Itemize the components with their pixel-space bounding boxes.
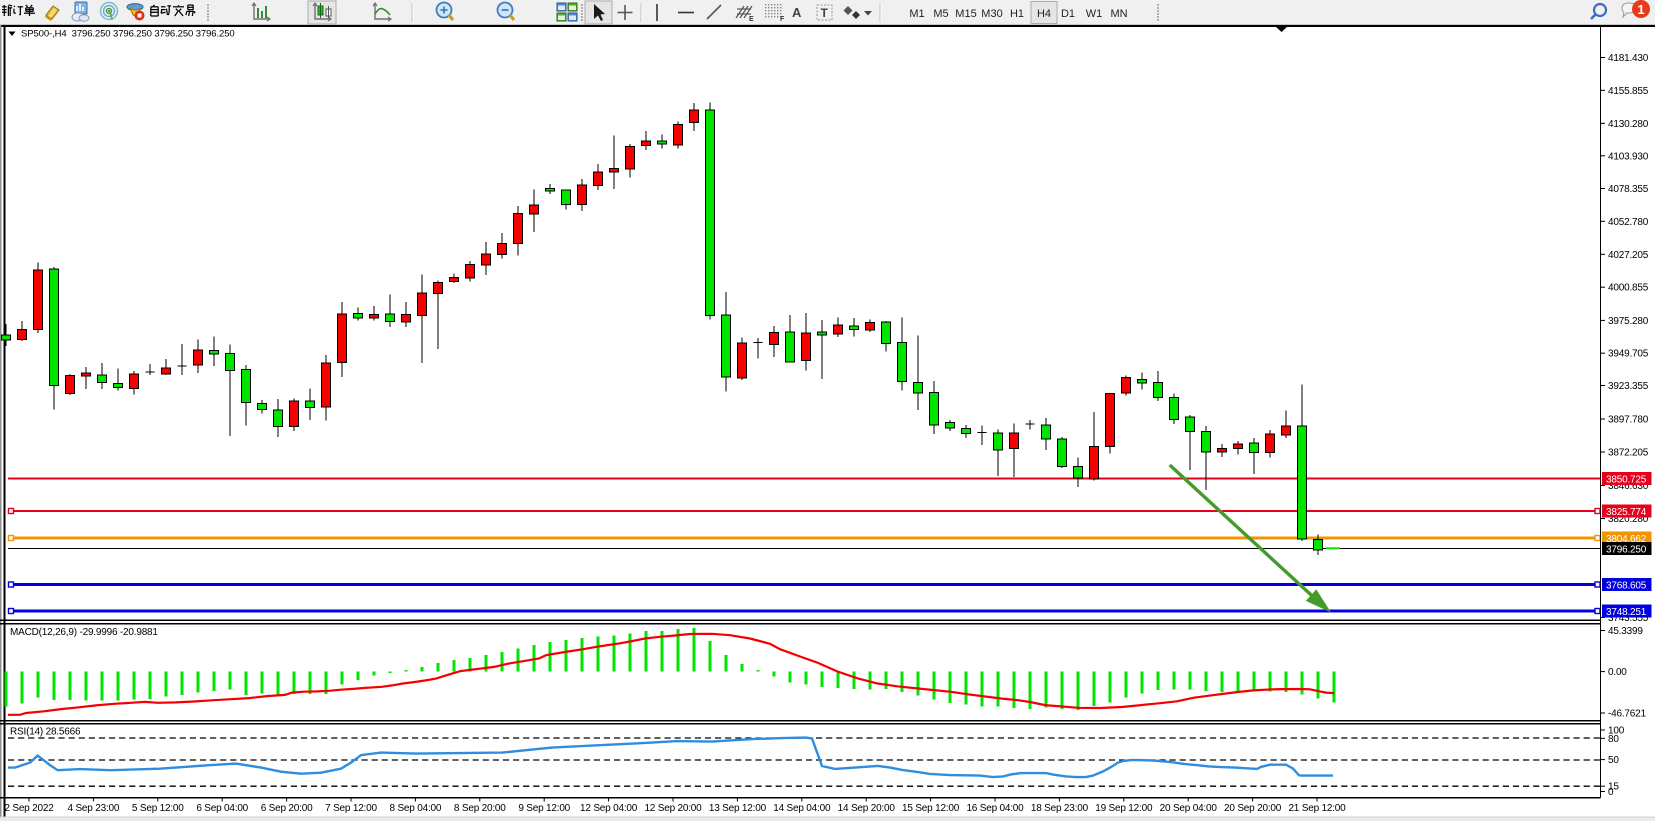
svg-text:M1: M1 bbox=[909, 8, 924, 20]
svg-text:4052.780: 4052.780 bbox=[1608, 217, 1649, 228]
svg-text:14 Sep 20:00: 14 Sep 20:00 bbox=[838, 803, 896, 814]
svg-text:7 Sep 12:00: 7 Sep 12:00 bbox=[325, 803, 377, 814]
svg-text:1: 1 bbox=[1637, 2, 1644, 17]
svg-text:12 Sep 04:00: 12 Sep 04:00 bbox=[580, 803, 638, 814]
svg-text:100: 100 bbox=[1608, 726, 1625, 737]
svg-text:19 Sep 12:00: 19 Sep 12:00 bbox=[1095, 803, 1153, 814]
svg-text:4181.430: 4181.430 bbox=[1608, 53, 1649, 64]
svg-text:M5: M5 bbox=[933, 8, 948, 20]
svg-text:M15: M15 bbox=[955, 8, 976, 20]
svg-text:9 Sep 12:00: 9 Sep 12:00 bbox=[518, 803, 570, 814]
svg-text:3804.662: 3804.662 bbox=[1606, 534, 1647, 545]
svg-text:0.00: 0.00 bbox=[1608, 667, 1627, 678]
svg-text:6 Sep 20:00: 6 Sep 20:00 bbox=[261, 803, 313, 814]
svg-text:-46.7621: -46.7621 bbox=[1608, 709, 1647, 720]
svg-text:SP500-,H4 3796.250 3796.250 3: SP500-,H4 3796.250 3796.250 3796.250 379… bbox=[21, 29, 235, 40]
svg-text:3872.205: 3872.205 bbox=[1608, 448, 1649, 459]
svg-text:MN: MN bbox=[1110, 8, 1127, 20]
svg-text:8 Sep 20:00: 8 Sep 20:00 bbox=[454, 803, 506, 814]
svg-text:4027.205: 4027.205 bbox=[1608, 250, 1649, 261]
svg-text:3743.555: 3743.555 bbox=[1608, 613, 1649, 624]
svg-text:3897.780: 3897.780 bbox=[1608, 415, 1649, 426]
svg-text:3748.251: 3748.251 bbox=[1606, 607, 1647, 618]
svg-text:4000.855: 4000.855 bbox=[1608, 283, 1649, 294]
svg-text:RSI(14) 28.5666: RSI(14) 28.5666 bbox=[10, 727, 81, 738]
svg-text:D1: D1 bbox=[1061, 8, 1075, 20]
svg-text:20 Sep 20:00: 20 Sep 20:00 bbox=[1224, 803, 1282, 814]
svg-text:12 Sep 20:00: 12 Sep 20:00 bbox=[644, 803, 702, 814]
svg-text:T: T bbox=[821, 6, 829, 20]
svg-text:18 Sep 23:00: 18 Sep 23:00 bbox=[1031, 803, 1089, 814]
svg-text:15: 15 bbox=[1608, 782, 1619, 793]
svg-text:15 Sep 12:00: 15 Sep 12:00 bbox=[902, 803, 960, 814]
svg-text:6 Sep 04:00: 6 Sep 04:00 bbox=[196, 803, 248, 814]
svg-text:3825.774: 3825.774 bbox=[1606, 507, 1647, 518]
svg-text:3796.250: 3796.250 bbox=[1606, 545, 1647, 556]
svg-text:4 Sep 23:00: 4 Sep 23:00 bbox=[68, 803, 120, 814]
svg-text:W1: W1 bbox=[1086, 8, 1103, 20]
svg-text:14 Sep 04:00: 14 Sep 04:00 bbox=[773, 803, 831, 814]
svg-text:4155.855: 4155.855 bbox=[1608, 86, 1649, 97]
svg-text:3850.725: 3850.725 bbox=[1606, 475, 1647, 486]
svg-text:4078.355: 4078.355 bbox=[1608, 184, 1649, 195]
svg-text:80: 80 bbox=[1608, 734, 1619, 745]
svg-text:50: 50 bbox=[1608, 755, 1619, 766]
svg-text:3923.355: 3923.355 bbox=[1608, 381, 1649, 392]
svg-text:H4: H4 bbox=[1037, 8, 1051, 20]
svg-text:3949.705: 3949.705 bbox=[1608, 349, 1649, 360]
svg-text:4103.930: 4103.930 bbox=[1608, 151, 1649, 162]
svg-text:MACD(12,26,9) -29.9996 -20.988: MACD(12,26,9) -29.9996 -20.9881 bbox=[10, 627, 158, 638]
svg-text:F: F bbox=[780, 16, 785, 23]
svg-text:21 Sep 12:00: 21 Sep 12:00 bbox=[1288, 803, 1346, 814]
svg-text:8 Sep 04:00: 8 Sep 04:00 bbox=[390, 803, 442, 814]
svg-text:16 Sep 04:00: 16 Sep 04:00 bbox=[966, 803, 1024, 814]
svg-text:20 Sep 04:00: 20 Sep 04:00 bbox=[1160, 803, 1218, 814]
svg-text:M30: M30 bbox=[981, 8, 1002, 20]
svg-text:E: E bbox=[749, 16, 754, 23]
svg-text:H1: H1 bbox=[1010, 8, 1024, 20]
svg-text:A: A bbox=[792, 5, 802, 20]
svg-text:3975.280: 3975.280 bbox=[1608, 316, 1649, 327]
svg-text:3768.605: 3768.605 bbox=[1606, 581, 1647, 592]
svg-text:2 Sep 2022: 2 Sep 2022 bbox=[4, 803, 54, 814]
svg-text:4130.280: 4130.280 bbox=[1608, 119, 1649, 130]
svg-text:13 Sep 12:00: 13 Sep 12:00 bbox=[709, 803, 767, 814]
svg-text:3846.630: 3846.630 bbox=[1608, 481, 1649, 492]
svg-text:3820.280: 3820.280 bbox=[1608, 514, 1649, 525]
svg-text:5 Sep 12:00: 5 Sep 12:00 bbox=[132, 803, 184, 814]
svg-text:0: 0 bbox=[1608, 787, 1614, 798]
svg-text:45.3399: 45.3399 bbox=[1608, 626, 1643, 637]
